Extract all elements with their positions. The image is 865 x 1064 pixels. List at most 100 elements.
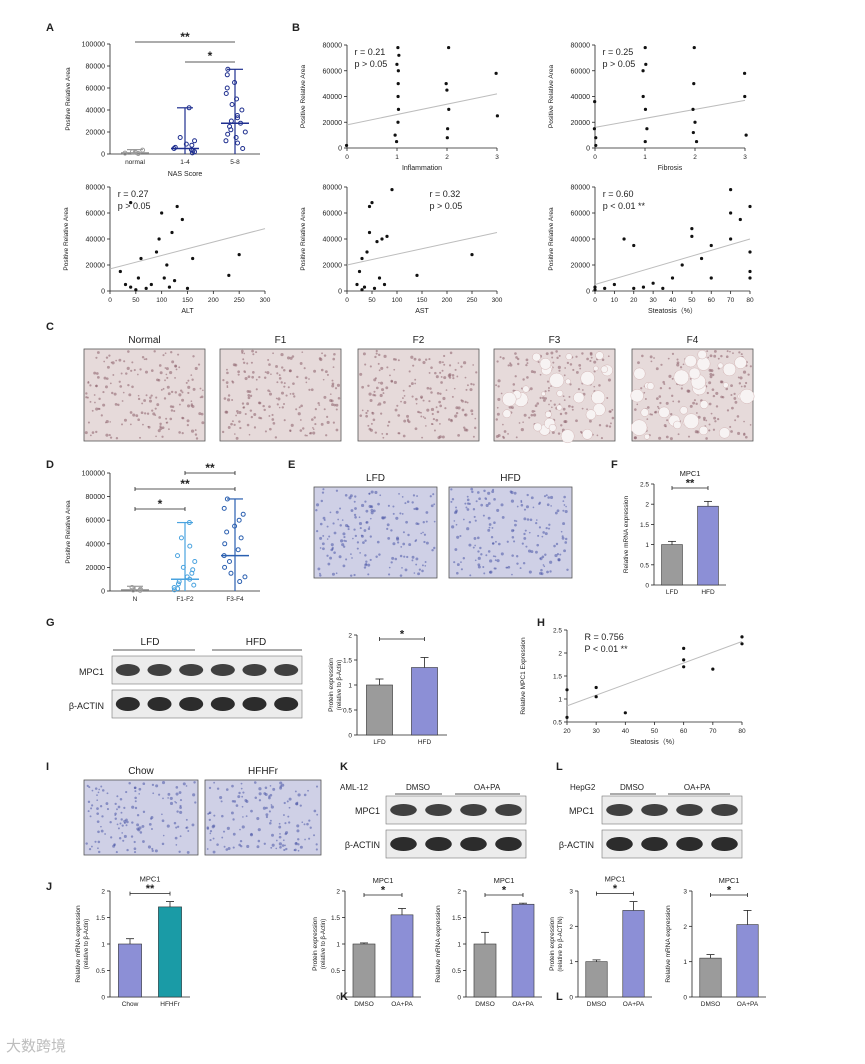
y-tick-label: 1 bbox=[336, 942, 340, 949]
nucleus-dot bbox=[371, 411, 375, 415]
nucleus-dot bbox=[341, 519, 344, 521]
nucleus-dot bbox=[507, 565, 511, 569]
panel-label-L: L bbox=[556, 761, 563, 773]
nucleus-dot bbox=[114, 817, 118, 820]
nucleus-dot bbox=[457, 434, 460, 437]
nucleus-dot bbox=[329, 393, 332, 396]
nucleus-dot bbox=[192, 355, 195, 358]
nucleus-dot bbox=[520, 501, 523, 503]
nucleus-dot bbox=[85, 396, 88, 399]
nucleus-dot bbox=[430, 391, 433, 394]
nucleus-dot bbox=[415, 557, 419, 561]
nucleus-dot bbox=[521, 387, 523, 390]
nucleus-dot bbox=[270, 846, 273, 849]
stat-r-value: r = 0.27 bbox=[118, 189, 149, 199]
nucleus-dot bbox=[415, 522, 419, 525]
nucleus-dot bbox=[222, 378, 225, 382]
nucleus-dot bbox=[491, 526, 494, 529]
nucleus-dot bbox=[472, 546, 475, 549]
nucleus-dot bbox=[333, 352, 336, 356]
nucleus-dot bbox=[426, 386, 430, 390]
nucleus-dot bbox=[288, 797, 292, 801]
nucleus-dot bbox=[477, 536, 480, 540]
nucleus-dot bbox=[564, 537, 568, 541]
y-tick-label: 0.5 bbox=[640, 562, 649, 569]
data-point bbox=[227, 273, 231, 277]
nucleus-dot bbox=[289, 392, 292, 395]
nucleus-dot bbox=[166, 385, 170, 389]
nucleus-dot bbox=[247, 375, 251, 379]
nucleus-dot bbox=[655, 397, 659, 400]
nucleus-dot bbox=[462, 518, 465, 521]
nucleus-dot bbox=[566, 361, 570, 365]
nucleus-dot bbox=[514, 375, 517, 378]
nucleus-dot bbox=[152, 792, 155, 795]
data-point bbox=[172, 144, 178, 150]
data-point bbox=[622, 237, 626, 241]
significance-stars: ** bbox=[205, 461, 215, 475]
nucleus-dot bbox=[496, 508, 500, 512]
nucleus-dot bbox=[241, 825, 245, 829]
nucleus-dot bbox=[287, 815, 290, 818]
nucleus-dot bbox=[581, 389, 584, 391]
fat-vacuole bbox=[522, 385, 530, 393]
nucleus-dot bbox=[226, 385, 229, 387]
nucleus-dot bbox=[99, 805, 103, 808]
fat-vacuole bbox=[600, 365, 608, 373]
x-axis-label: Steatosis（%） bbox=[648, 307, 697, 315]
nucleus-dot bbox=[540, 568, 543, 572]
y-tick-label: 2 bbox=[645, 502, 649, 509]
nucleus-dot bbox=[226, 368, 228, 371]
blot-group-label: DMSO bbox=[406, 783, 430, 792]
nucleus-dot bbox=[361, 534, 364, 538]
nucleus-dot bbox=[581, 352, 584, 355]
nucleus-dot bbox=[303, 793, 307, 797]
data-point bbox=[225, 66, 231, 72]
nucleus-dot bbox=[118, 380, 121, 383]
nucleus-dot bbox=[367, 573, 370, 576]
nucleus-dot bbox=[457, 406, 461, 410]
fat-vacuole bbox=[673, 369, 690, 386]
y-tick-label: 0 bbox=[569, 995, 573, 1002]
nucleus-dot bbox=[554, 511, 558, 515]
significance-stars: ** bbox=[146, 883, 155, 895]
nucleus-dot bbox=[142, 782, 146, 786]
fat-vacuole bbox=[630, 389, 644, 403]
nucleus-dot bbox=[526, 518, 530, 521]
nucleus-dot bbox=[477, 565, 481, 569]
nucleus-dot bbox=[307, 789, 309, 792]
nucleus-dot bbox=[140, 411, 144, 415]
nucleus-dot bbox=[733, 392, 736, 396]
nucleus-dot bbox=[151, 409, 154, 412]
nucleus-dot bbox=[149, 396, 152, 400]
nucleus-dot bbox=[292, 392, 295, 396]
nucleus-dot bbox=[294, 790, 297, 793]
nucleus-dot bbox=[91, 789, 94, 792]
nucleus-dot bbox=[399, 554, 403, 558]
nucleus-dot bbox=[590, 356, 593, 359]
y-tick-label: 1 bbox=[101, 942, 105, 949]
nucleus-dot bbox=[258, 416, 261, 420]
nucleus-dot bbox=[487, 550, 491, 553]
nucleus-dot bbox=[145, 358, 148, 361]
data-point bbox=[691, 130, 695, 135]
nucleus-dot bbox=[453, 520, 456, 522]
y-tick-label: 60000 bbox=[571, 68, 591, 75]
stat-p-value: p > 0.05 bbox=[118, 201, 151, 211]
nucleus-dot bbox=[128, 393, 132, 397]
nucleus-dot bbox=[743, 420, 745, 423]
nucleus-dot bbox=[106, 365, 110, 369]
nucleus-dot bbox=[226, 371, 229, 375]
nucleus-dot bbox=[114, 802, 117, 805]
stain-panel-f1 bbox=[219, 348, 342, 442]
data-point bbox=[221, 553, 227, 559]
y-axis-label: Relative mRNA expression bbox=[665, 905, 672, 983]
nucleus-dot bbox=[117, 403, 120, 407]
nucleus-dot bbox=[665, 401, 669, 405]
data-point bbox=[692, 82, 696, 86]
nucleus-dot bbox=[211, 825, 215, 829]
nucleus-dot bbox=[436, 410, 440, 414]
fat-vacuole bbox=[688, 367, 701, 380]
nucleus-dot bbox=[138, 787, 142, 791]
data-point bbox=[239, 107, 245, 113]
